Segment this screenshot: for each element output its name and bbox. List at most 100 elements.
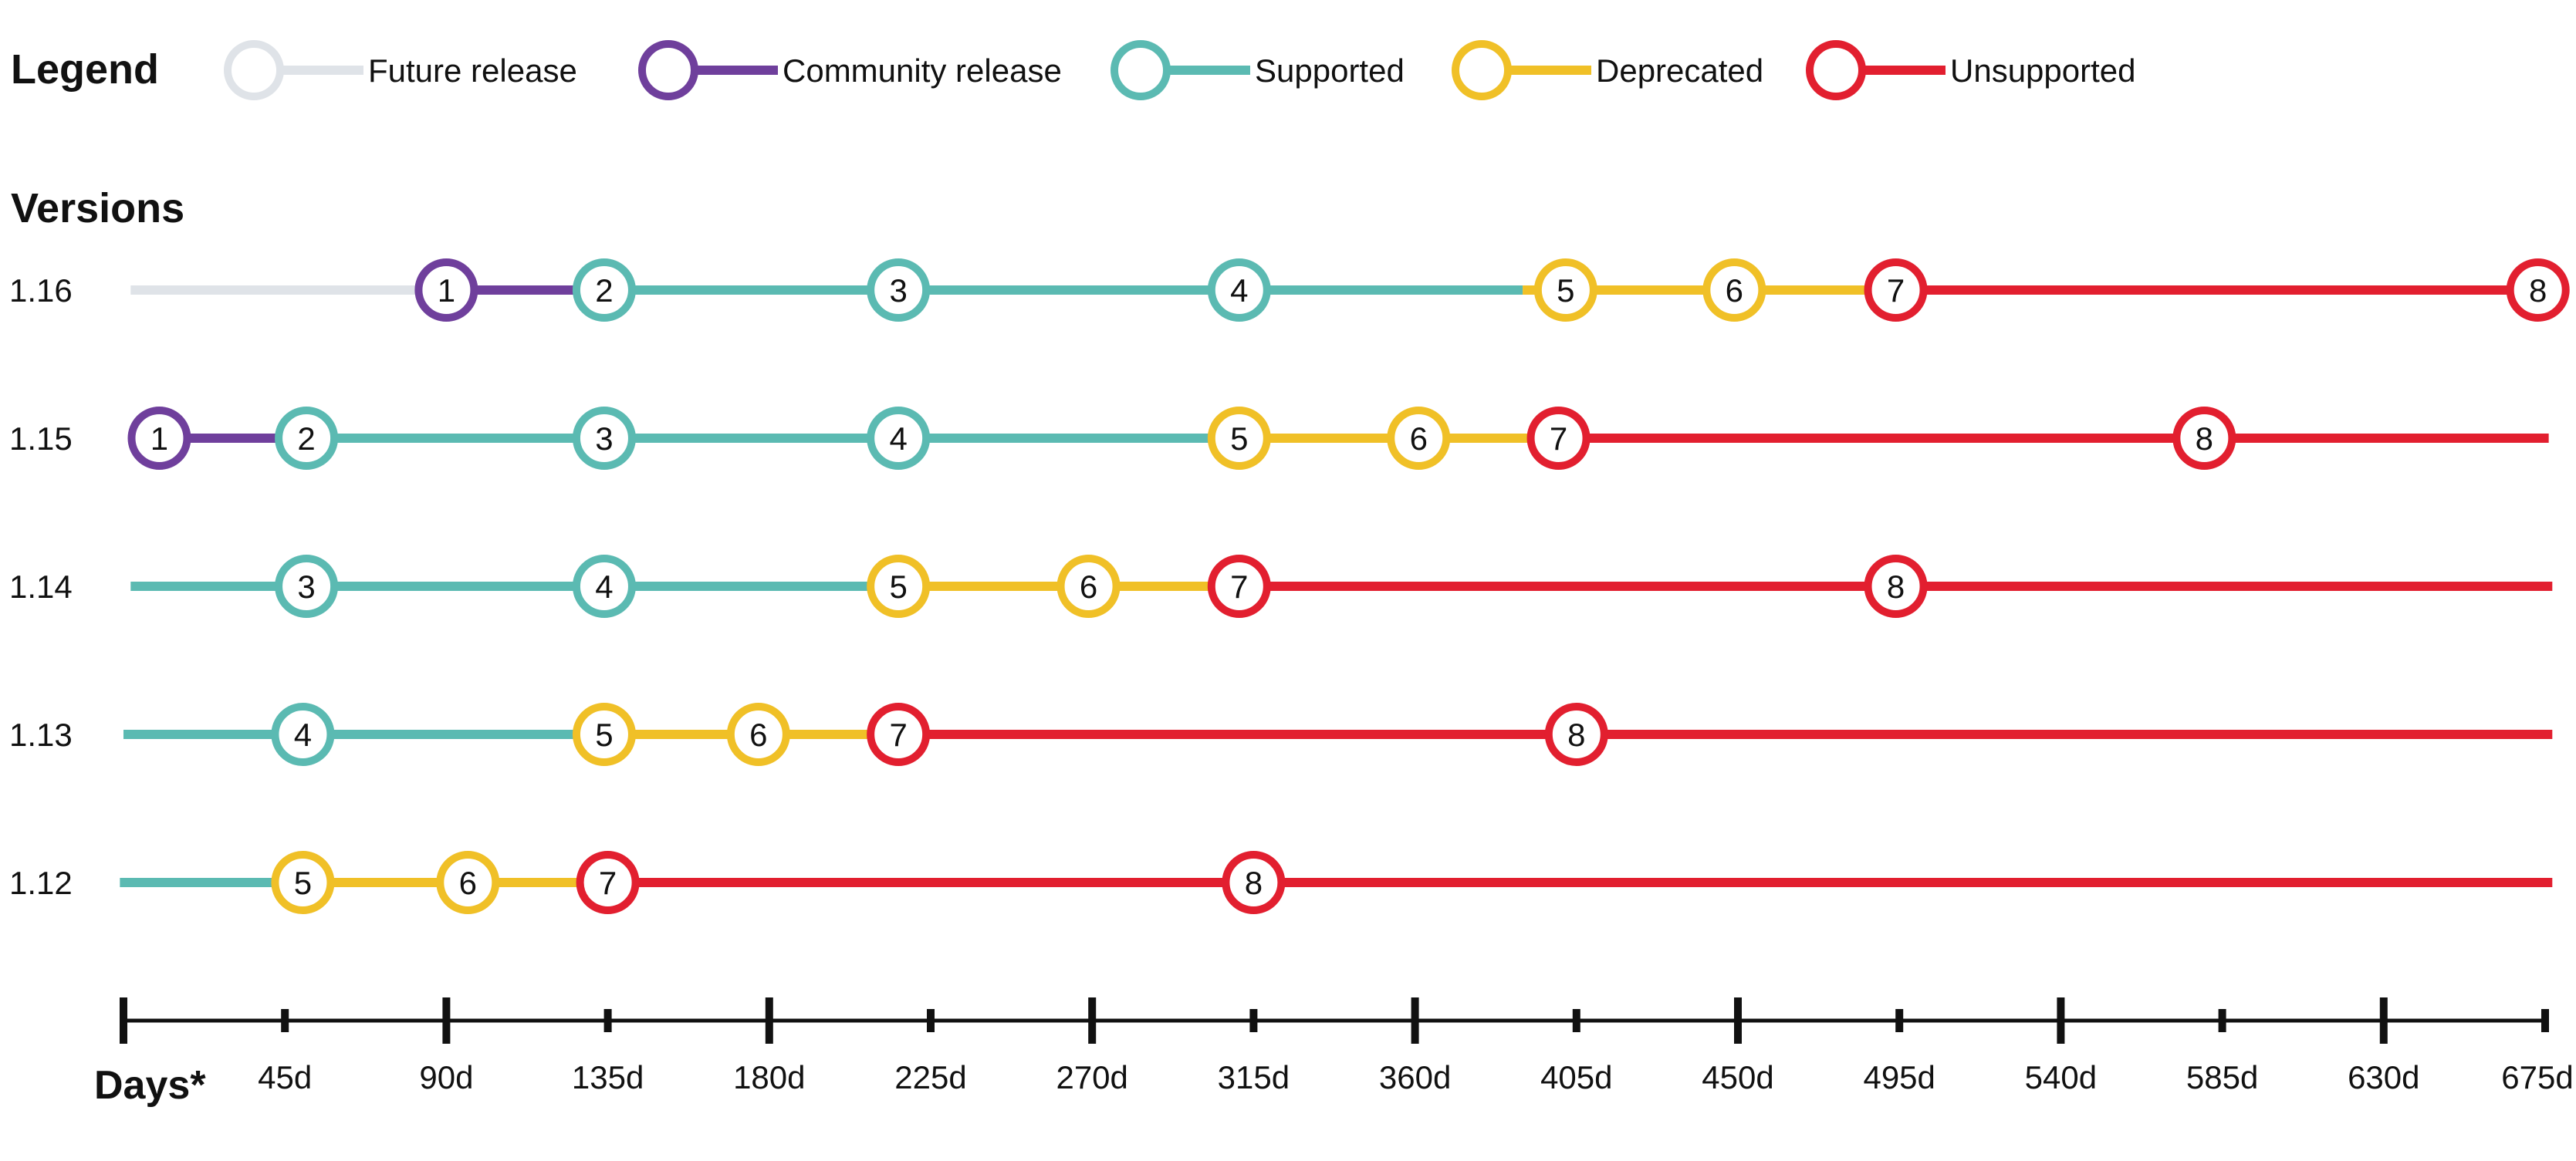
version-label: 1.13 [9,717,73,753]
milestone-unsupported [576,851,640,914]
x-tick-label: 270d [1056,1059,1127,1095]
x-tick-label: 450d [1702,1059,1773,1095]
milestone-label: 6 [749,717,767,753]
milestone-supported [867,258,931,322]
milestone-unsupported [1526,407,1591,470]
version-rows: 1.16 1 2 3 4 5 6 7 8 1.15 1 2 3 4 5 6 7 8 1.14 3 4 5 6 7 8 1.13 4 5… [9,258,2570,914]
milestone-label: 8 [2529,272,2547,309]
x-tick-label: 45d [258,1059,312,1095]
x-tick-label: 315d [1218,1059,1290,1095]
milestone-deprecated [1056,555,1121,618]
milestone-unsupported [1207,555,1271,618]
milestone-label: 8 [2196,420,2213,457]
milestone-community [127,407,191,470]
legend-item-supported: Supported [1111,40,1405,100]
milestone-label: 2 [297,420,315,457]
milestone-label: 6 [1410,420,1428,457]
x-tick-label: 135d [572,1059,644,1095]
milestone-supported [275,407,339,470]
version-row-1.15: 1.15 1 2 3 4 5 6 7 8 [9,407,2549,470]
version-row-1.14: 1.14 3 4 5 6 7 8 [9,555,2553,618]
legend-item-future: Future release [224,40,577,100]
version-row-1.16: 1.16 1 2 3 4 5 6 7 8 [9,258,2570,322]
milestone-label: 8 [1245,865,1263,901]
milestone-label: 3 [297,569,315,605]
milestone-label: 7 [1550,420,1567,457]
milestone-supported [572,407,636,470]
milestone-label: 4 [1230,272,1248,309]
milestone-deprecated [1207,407,1271,470]
version-row-1.13: 1.13 4 5 6 7 8 [9,703,2553,766]
milestone-community [414,258,478,322]
milestone-label: 3 [889,272,907,309]
milestone-deprecated [867,555,931,618]
version-label: 1.12 [9,865,73,901]
legend-item-unsupported: Unsupported [1806,40,2136,100]
version-label: 1.14 [9,569,73,605]
x-tick-label: 675d [2501,1059,2573,1095]
milestone-label: 3 [595,420,613,457]
legend-title: Legend [11,46,159,93]
milestone-supported [867,407,931,470]
milestone-deprecated [1387,407,1451,470]
milestone-unsupported [867,703,931,766]
x-axis: Days* 45d 90d 135d 180d 225d 270d 315d 360d 405d… [94,997,2574,1108]
x-tick-label: 180d [733,1059,805,1095]
milestone-unsupported [2506,258,2570,322]
milestone-label: 1 [438,272,455,309]
milestone-unsupported [2172,407,2236,470]
milestone-supported [572,555,636,618]
milestone-label: 4 [294,717,312,753]
milestone-label: 7 [1887,272,1905,309]
legend-label: Future release [368,52,577,89]
milestone-deprecated [572,703,636,766]
milestone-deprecated [1702,258,1766,322]
legend-swatch-circle [224,40,284,100]
milestone-label: 6 [1726,272,1743,309]
milestone-unsupported [1864,258,1928,322]
milestone-label: 5 [1557,272,1574,309]
milestone-supported [271,703,335,766]
x-tick-label: 90d [419,1059,473,1095]
x-tick-label: 540d [2025,1059,2097,1095]
milestone-unsupported [1864,555,1928,618]
legend-swatch-circle [1111,40,1171,100]
milestone-label: 2 [595,272,613,309]
chart-title: Versions [11,185,184,231]
x-axis-title: Days* [94,1063,206,1108]
milestone-supported [275,555,339,618]
milestone-unsupported [1544,703,1608,766]
x-tick-label: 225d [894,1059,966,1095]
version-label: 1.15 [9,420,73,457]
legend-swatch-circle [1452,40,1512,100]
x-tick-label: 360d [1379,1059,1451,1095]
milestone-deprecated [726,703,790,766]
legend-item-deprecated: Deprecated [1452,40,1763,100]
legend-label: Deprecated [1596,52,1763,89]
milestone-label: 5 [595,717,613,753]
milestone-label: 6 [1080,569,1097,605]
version-row-1.12: 1.12 5 6 7 8 [9,851,2553,914]
milestone-label: 8 [1887,569,1905,605]
legend-swatch-circle [1806,40,1866,100]
milestone-supported [572,258,636,322]
x-tick-label: 630d [2348,1059,2419,1095]
x-tick-label: 585d [2186,1059,2258,1095]
milestone-deprecated [1533,258,1597,322]
milestone-label: 6 [459,865,477,901]
legend-item-community: Community release [638,40,1062,100]
milestone-label: 5 [889,569,907,605]
legend-label: Unsupported [1950,52,2136,89]
milestone-label: 4 [595,569,613,605]
x-tick-label: 405d [1540,1059,1612,1095]
milestone-label: 1 [150,420,168,457]
legend-swatch-circle [638,40,698,100]
milestone-deprecated [271,851,335,914]
milestone-label: 8 [1567,717,1585,753]
milestone-label: 7 [599,865,617,901]
milestone-deprecated [436,851,500,914]
milestone-label: 4 [889,420,907,457]
milestone-label: 7 [889,717,907,753]
milestone-label: 7 [1230,569,1248,605]
